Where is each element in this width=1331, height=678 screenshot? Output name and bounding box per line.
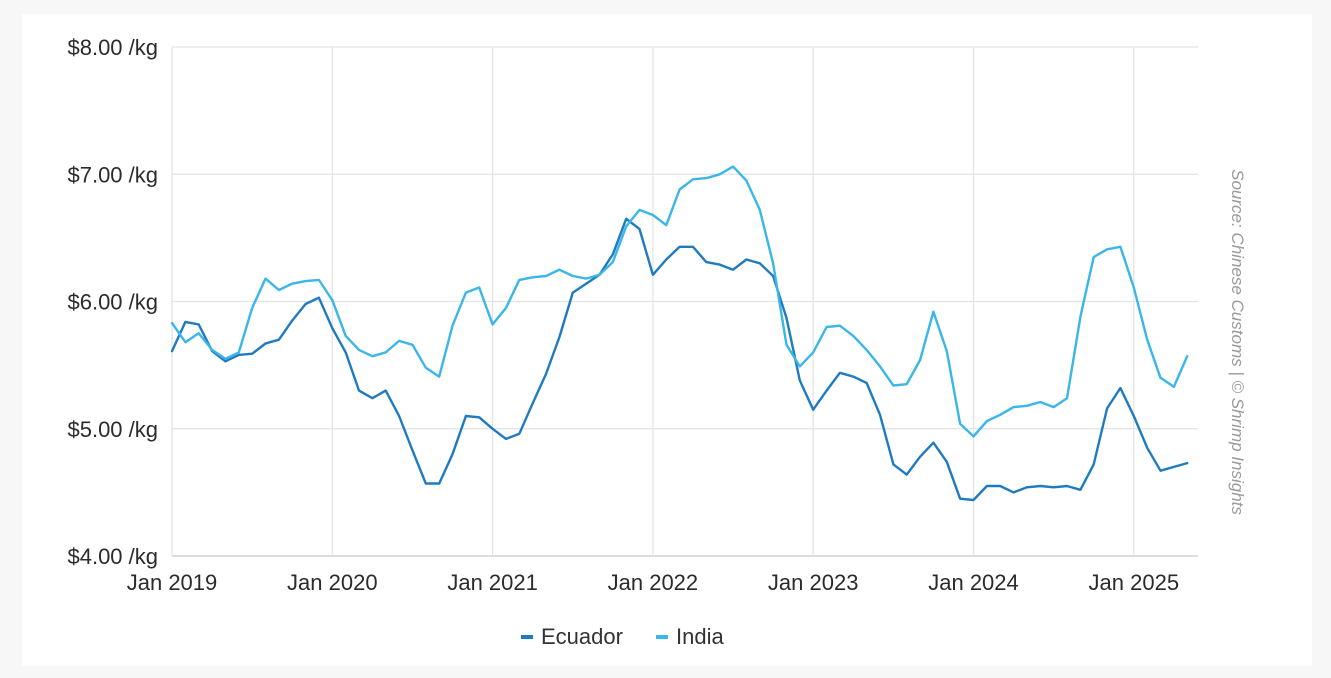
y-tick-label: $7.00 /kg bbox=[67, 162, 158, 187]
y-axis-ticks: $8.00 /kg $7.00 /kg $6.00 /kg $5.00 /kg $4.0… bbox=[67, 35, 158, 569]
series-line-india bbox=[170, 165, 1189, 438]
source-annotation: Source: Chinese Customs | © Shrimp Insig… bbox=[1228, 169, 1247, 515]
x-tick-label: Jan 2019 bbox=[127, 570, 218, 595]
gridlines bbox=[171, 46, 1198, 557]
legend: Ecuador India bbox=[521, 624, 724, 649]
x-tick-label: Jan 2022 bbox=[608, 570, 699, 595]
y-tick-label: $6.00 /kg bbox=[67, 290, 158, 315]
legend-label-ecuador: Ecuador bbox=[541, 624, 623, 649]
x-tick-label: Jan 2023 bbox=[768, 570, 859, 595]
y-tick-label: $4.00 /kg bbox=[67, 544, 158, 569]
x-tick-label: Jan 2024 bbox=[928, 570, 1019, 595]
x-tick-label: Jan 2025 bbox=[1089, 570, 1180, 595]
series-lines bbox=[170, 165, 1189, 502]
chart-card bbox=[22, 14, 1312, 666]
y-tick-label: $8.00 /kg bbox=[67, 35, 158, 60]
x-tick-label: Jan 2021 bbox=[447, 570, 538, 595]
x-tick-label: Jan 2020 bbox=[287, 570, 378, 595]
y-tick-label: $5.00 /kg bbox=[67, 417, 158, 442]
x-axis-ticks: Jan 2019 Jan 2020 Jan 2021 Jan 2022 Jan 2023… bbox=[127, 570, 1179, 595]
legend-label-india: India bbox=[676, 624, 724, 649]
series-line-ecuador bbox=[170, 217, 1189, 502]
